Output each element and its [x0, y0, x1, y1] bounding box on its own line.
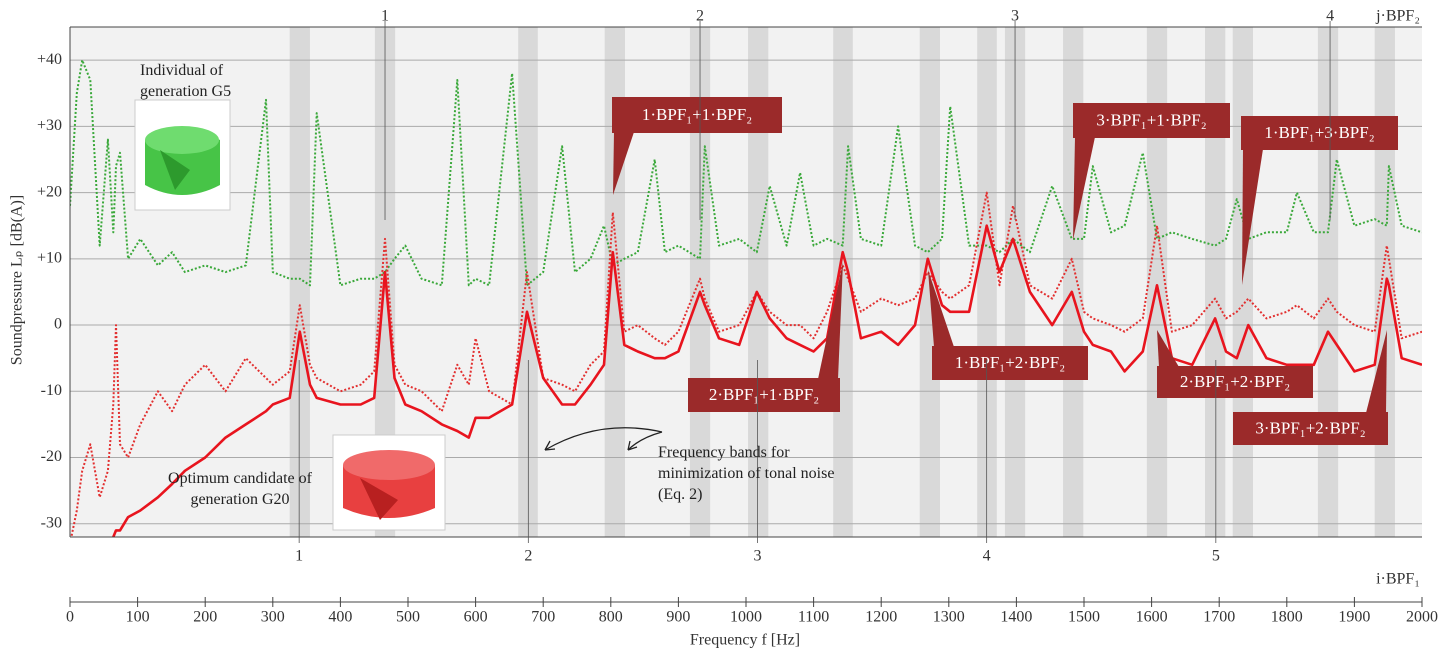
x-tick-label: 300 [261, 609, 285, 626]
x-tick-label: 400 [328, 609, 352, 626]
bpf2-tick-label: 4 [1326, 8, 1334, 25]
x-tick-label: 200 [193, 609, 217, 626]
bpf1-tick-label: 5 [1212, 548, 1220, 565]
bpf2-axis-title: j·BPF₂ [1375, 8, 1420, 25]
x-tick-label: 1600 [1136, 609, 1168, 626]
bpf2-tick-label: 2 [696, 8, 704, 25]
y-tick-label: 0 [54, 316, 62, 333]
annotation-label: 2·BPF₁+2·BPF₂ [1180, 372, 1290, 391]
y-tick-label: -20 [41, 448, 62, 465]
annotation-label: 1·BPF₁+2·BPF₂ [955, 353, 1065, 372]
y-tick-label: +40 [37, 51, 62, 68]
x-tick-label: 1200 [865, 609, 897, 626]
y-tick-label: -30 [41, 514, 62, 531]
rotor-image-g5 [134, 99, 231, 211]
series-line [111, 224, 1422, 537]
annotation-label: 3·BPF₁+1·BPF₂ [1096, 110, 1206, 129]
x-tick-label: 1300 [933, 609, 965, 626]
annotation-pointer [1157, 330, 1179, 367]
x-tick-label: 1500 [1068, 609, 1100, 626]
annotation-box [1233, 412, 1388, 445]
x-tick-label: 2000 [1406, 609, 1438, 626]
x-tick-label: 100 [126, 609, 150, 626]
series-label-g5: Individual of generation G5 [140, 62, 232, 100]
bpf1-tick-label: 1 [295, 548, 303, 565]
frequency-band [518, 27, 538, 537]
bpf2-tick-label: 3 [1011, 8, 1019, 25]
x-tick-label: 600 [464, 609, 488, 626]
frequency-band [1004, 27, 1026, 537]
grid [70, 59, 1422, 525]
annotation-pointer [1242, 149, 1263, 285]
series-label-g20: Optimum candidate of generation G20 [168, 470, 312, 508]
annotation-label: 2·BPF₁+1·BPF₂ [709, 385, 819, 404]
x-tick-label: 1700 [1203, 609, 1235, 626]
x-tick-label: 500 [396, 609, 420, 626]
x-tick-label: 900 [666, 609, 690, 626]
frequency-band [289, 27, 310, 537]
bpf1-tick-label: 3 [753, 548, 761, 565]
annotation-pointer [1366, 330, 1387, 413]
frequency-band [1232, 27, 1253, 537]
annotation-label: 1·BPF₁+1·BPF₂ [642, 105, 752, 124]
annotations: 1·BPF₁+1·BPF₂ 3·BPF₁+1·BPF₂ 1·BPF₁+3·BPF₂ 2… [612, 97, 1398, 445]
annotation-pointer [1073, 137, 1095, 240]
frequency-band [977, 27, 997, 537]
x-axis-title: Frequency f [Hz] [690, 632, 800, 649]
annotation-pointer [818, 262, 843, 379]
annotation-box [1073, 103, 1230, 138]
annotation-label: 1·BPF₁+3·BPF₂ [1264, 123, 1374, 142]
bpf1-tick-label: 4 [983, 548, 991, 565]
band-note: Frequency bands for minimization of tona… [658, 444, 835, 503]
series-line [70, 59, 1422, 287]
annotation-pointer [613, 132, 634, 195]
bpf1-tick-label: 2 [524, 548, 532, 565]
y-tick-label: +30 [37, 117, 62, 134]
x-tick-label: 1100 [798, 609, 829, 626]
frequency-band [1317, 27, 1339, 537]
frequency-band [1374, 27, 1395, 537]
annotation-box [1157, 366, 1313, 398]
annotation-label: 3·BPF₁+2·BPF₂ [1255, 418, 1365, 437]
frequency-band [1205, 27, 1226, 537]
annotation-box [1241, 116, 1398, 150]
bpf1-axis-title: i·BPF₁ [1376, 571, 1420, 588]
x-tick-label: 700 [531, 609, 555, 626]
rotor-image-g20 [332, 434, 446, 531]
annotation-box [932, 346, 1088, 380]
x-tick-label: 1000 [730, 609, 762, 626]
y-tick-label: +20 [37, 183, 62, 200]
x-tick-label: 1400 [1000, 609, 1032, 626]
y-tick-label: -10 [41, 382, 62, 399]
x-tick-label: 0 [66, 609, 74, 626]
y-tick-label: +10 [37, 249, 62, 266]
x-tick-label: 1900 [1338, 609, 1370, 626]
lines [70, 59, 1422, 537]
x-tick-label: 800 [599, 609, 623, 626]
annotation-box [612, 97, 782, 133]
y-axis-title: Soundpressure Lₚ [dB(A)] [9, 195, 26, 365]
annotation-box [688, 378, 840, 412]
x-tick-label: 1800 [1271, 609, 1303, 626]
bpf2-tick-label: 1 [381, 8, 389, 25]
annotation-pointer [928, 270, 954, 347]
frequency-band [1146, 27, 1168, 537]
band-note-arrows [544, 427, 663, 451]
